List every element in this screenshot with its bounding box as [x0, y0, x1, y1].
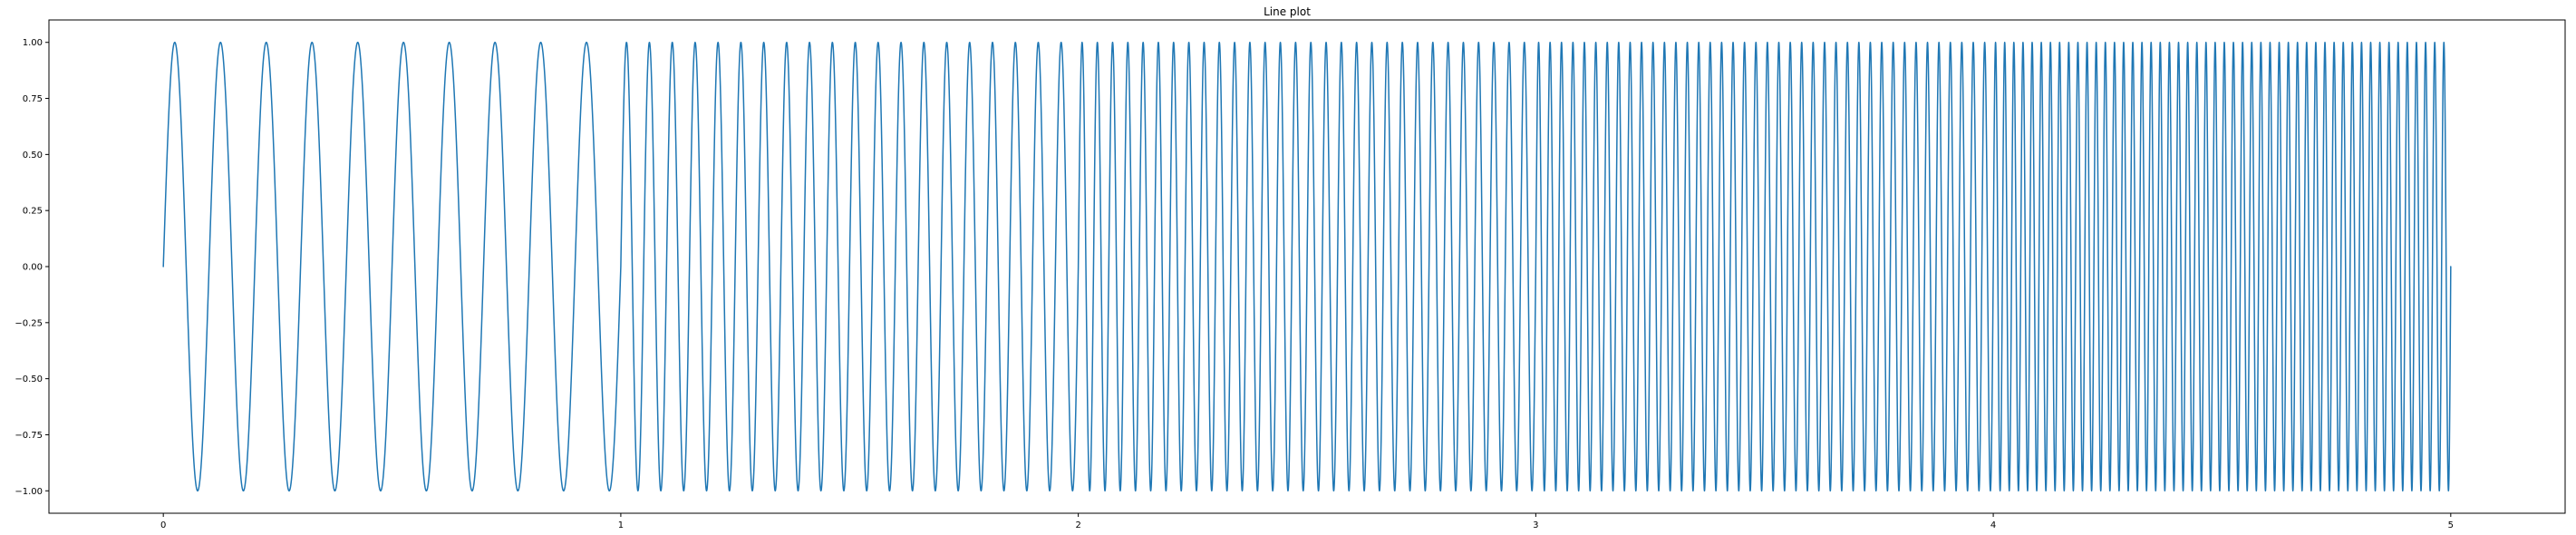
x-tick-label: 2: [1075, 520, 1080, 530]
y-tick-label: 0.50: [23, 151, 43, 160]
series-line-0: [162, 41, 2452, 492]
x-tick-label: 0: [160, 520, 166, 530]
x-axis: 0 1 2 3 4 5: [160, 513, 2454, 530]
y-tick-label: 0.25: [23, 207, 43, 217]
y-tick-label: 0.75: [23, 94, 43, 104]
x-tick-label: 4: [1990, 520, 1996, 530]
y-tick-label: −0.75: [15, 431, 43, 441]
y-tick-label: −1.00: [15, 487, 43, 497]
chart-title: Line plot: [1264, 5, 1311, 18]
x-tick-label: 1: [618, 520, 624, 530]
x-tick-label: 5: [2448, 520, 2454, 530]
series-layer: [162, 41, 2452, 492]
y-tick-label: 1.00: [23, 38, 43, 48]
y-tick-label: 0.00: [23, 263, 43, 273]
y-axis: −1.00 −0.75 −0.50 −0.25 0.00 0.25 0.50 0.75 1.00: [15, 38, 49, 497]
y-tick-label: −0.25: [15, 318, 43, 328]
x-tick-label: 3: [1533, 520, 1538, 530]
plot-frame: [48, 19, 2566, 514]
y-tick-label: −0.50: [15, 374, 43, 384]
